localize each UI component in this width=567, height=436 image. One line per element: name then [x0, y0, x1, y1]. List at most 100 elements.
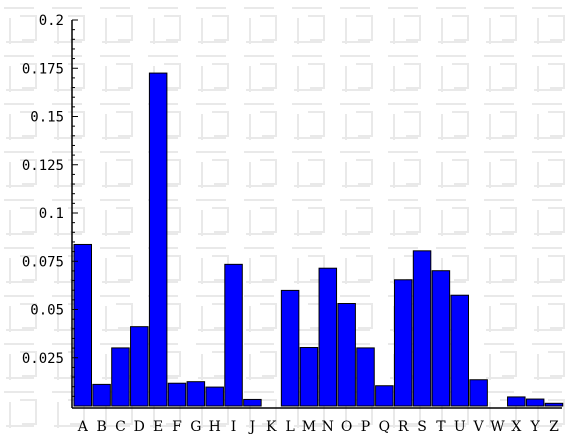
bar-I	[224, 263, 243, 407]
x-tick-label: P	[361, 419, 370, 435]
bars-group	[73, 72, 564, 407]
x-tick-label: U	[454, 419, 466, 435]
y-tick-label: 0.175	[22, 61, 64, 77]
watermark-glyph	[484, 199, 517, 236]
bar-J	[243, 398, 262, 407]
watermark-glyph	[532, 343, 565, 380]
watermark-glyph	[52, 391, 85, 428]
watermark-glyph	[484, 343, 517, 380]
watermark-glyph	[4, 343, 37, 380]
watermark-glyph	[340, 55, 373, 92]
watermark-glyph	[340, 199, 373, 236]
x-tick-label: R	[398, 419, 409, 435]
watermark-glyph	[4, 199, 37, 236]
watermark-glyph	[292, 55, 325, 92]
watermark-glyph	[196, 247, 229, 284]
watermark-glyph	[4, 295, 37, 332]
watermark-glyph	[4, 7, 37, 44]
watermark-glyph	[532, 7, 565, 44]
bar-R	[393, 279, 413, 407]
watermark-glyph	[292, 247, 325, 284]
watermark-glyph	[292, 103, 325, 140]
bar-H	[205, 386, 224, 407]
x-tick-label: N	[322, 419, 334, 435]
watermark-glyph	[532, 151, 565, 188]
watermark-glyph	[436, 199, 469, 236]
watermark-glyph	[100, 7, 133, 44]
watermark-glyph	[244, 151, 277, 188]
watermark-glyph	[340, 7, 373, 44]
watermark-glyph	[484, 295, 517, 332]
watermark-glyph	[388, 103, 421, 140]
watermark-glyph	[388, 247, 421, 284]
x-tick-label: C	[115, 419, 126, 435]
y-tick-label: 0.05	[30, 303, 64, 319]
bar-F	[167, 382, 187, 407]
y-tick-label: 0.025	[22, 351, 64, 367]
bar-L	[280, 289, 300, 407]
bar-U	[450, 294, 469, 407]
watermark-glyph	[484, 55, 517, 92]
watermark-glyph	[292, 151, 325, 188]
watermark-glyph	[52, 343, 85, 380]
watermark-glyph	[436, 7, 469, 44]
watermark-glyph	[532, 55, 565, 92]
x-tick-label: J	[248, 419, 256, 435]
watermark-glyph	[100, 103, 133, 140]
watermark-glyph	[100, 247, 133, 284]
watermark-glyph	[52, 199, 85, 236]
bar-M	[299, 347, 319, 407]
watermark-glyph	[4, 247, 37, 284]
watermark-glyph	[4, 55, 37, 92]
watermark-glyph	[196, 343, 229, 380]
watermark-glyph	[436, 103, 469, 140]
x-tick-label: X	[511, 419, 521, 435]
watermark-glyph	[4, 103, 37, 140]
watermark-glyph	[484, 391, 517, 428]
watermark-glyph	[340, 151, 373, 188]
watermark-glyph	[244, 343, 277, 380]
watermark-glyph	[292, 199, 325, 236]
bar-E	[148, 72, 168, 407]
bar-O	[337, 303, 356, 407]
y-tick-label: 0.1	[39, 206, 64, 222]
watermark-glyph	[100, 199, 133, 236]
x-tick-label: G	[190, 419, 201, 435]
watermark-glyph	[148, 7, 181, 44]
y-tick-label: 0.15	[30, 110, 64, 126]
watermark-glyph	[244, 295, 277, 332]
watermark-glyph	[532, 247, 565, 284]
watermark-glyph	[196, 103, 229, 140]
bar-N	[318, 267, 338, 407]
watermark-glyph	[484, 7, 517, 44]
watermark-glyph	[340, 247, 373, 284]
watermark-glyph	[196, 295, 229, 332]
watermark-glyph	[196, 55, 229, 92]
watermark-glyph	[244, 199, 277, 236]
x-tick-label: D	[134, 419, 145, 435]
y-tick-label: 0.125	[22, 158, 64, 174]
bar-T	[431, 270, 451, 407]
watermark-glyph	[484, 247, 517, 284]
watermark-glyph	[196, 7, 229, 44]
watermark-glyph	[436, 55, 469, 92]
watermark-glyph	[388, 55, 421, 92]
watermark-glyph	[52, 247, 85, 284]
x-tick-label: I	[231, 419, 237, 435]
bar-Z	[544, 402, 564, 407]
watermark-glyph	[244, 391, 277, 428]
watermark-glyph	[52, 55, 85, 92]
x-tick-label: O	[341, 419, 352, 435]
watermark-glyph	[52, 151, 85, 188]
bar-S	[412, 250, 432, 407]
bar-D	[130, 326, 149, 407]
x-tick-label: A	[77, 419, 89, 435]
x-tick-label: M	[302, 419, 316, 435]
watermark-glyph	[52, 7, 85, 44]
bar-C	[111, 347, 130, 407]
watermark-glyph	[244, 55, 277, 92]
x-tick-label: K	[266, 419, 277, 435]
watermark-glyph	[484, 103, 517, 140]
